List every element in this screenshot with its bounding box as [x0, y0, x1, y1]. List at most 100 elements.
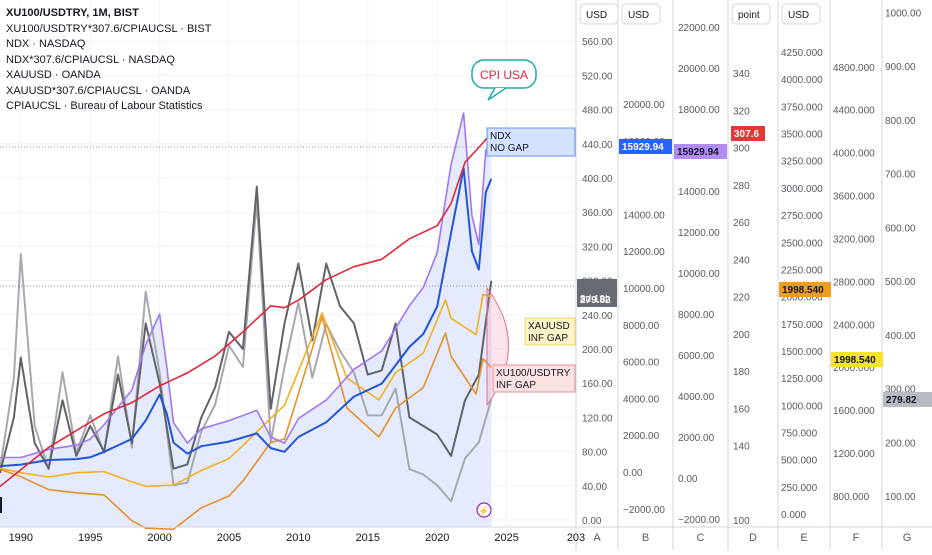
ndx-real-value-label-bg[interactable] — [674, 144, 727, 159]
price-tick-label: 1200.000 — [833, 449, 875, 460]
xu-gap-box[interactable] — [492, 364, 576, 393]
cpi-callout-pointer — [487, 87, 507, 101]
price-tick-label: 2000.000 — [781, 293, 823, 304]
legend-item[interactable]: NDX*307.6/CPIAUCSL · NASDAQ — [6, 53, 175, 66]
price-tick-label: 10000.00 — [678, 269, 720, 280]
price-tick-label: 0.00 — [623, 468, 643, 479]
xau-gap-box[interactable] — [524, 317, 576, 346]
price-tick-label: 400.00 — [885, 331, 916, 342]
scale-letter-label[interactable]: C — [697, 532, 705, 544]
price-tick-label: 4250.000 — [781, 48, 823, 59]
price-tick-label: 2000.00 — [623, 431, 660, 442]
price-tick-label: 100 — [733, 516, 750, 527]
legend-item[interactable]: XAUUSD · OANDA — [6, 69, 101, 81]
price-tick-label: 3000.000 — [781, 184, 823, 195]
scale-unit-label: USD — [628, 10, 649, 21]
price-tick-label: 2400.000 — [833, 320, 875, 331]
cpi-callout-label: CPI USA — [480, 68, 528, 82]
xau-real-value-label-bg[interactable] — [831, 352, 883, 367]
legend-item[interactable]: NDX · NASDAQ — [6, 38, 86, 50]
ndx-gap-label: NDX — [490, 131, 511, 142]
scale-letter-label[interactable]: A — [593, 532, 601, 544]
event-lightning-icon[interactable] — [476, 502, 492, 518]
price-tick-label: 0.00 — [678, 474, 698, 485]
scale-unit-label: USD — [788, 10, 809, 21]
price-tick-label: 440.00 — [582, 140, 613, 151]
legend-title[interactable]: XU100/USDTRY, 1M, BIST — [6, 7, 139, 19]
price-tick-label: 6000.00 — [623, 358, 660, 369]
price-tick-label: 8000.00 — [623, 321, 660, 332]
price-tick-label: 20000.00 — [678, 64, 720, 75]
cpi-value-label: 307.6 — [734, 129, 759, 140]
price-tick-label: −2000.00 — [623, 505, 665, 516]
price-tick-label: 3750.000 — [781, 102, 823, 113]
year-tick-label: 2025 — [494, 532, 518, 544]
cpi-value-label-bg[interactable] — [731, 126, 765, 141]
price-tick-label: 700.00 — [885, 170, 916, 181]
scale-letter-label[interactable]: D — [749, 532, 757, 544]
event-lightning-glyph: ⚡ — [478, 505, 489, 517]
price-tick-label: 280 — [733, 181, 750, 192]
price-tick-label: 160.00 — [582, 379, 613, 390]
price-tick-label: 40.00 — [582, 482, 607, 493]
ndx-gap-box[interactable] — [486, 127, 576, 157]
price-tick-label: 10000.00 — [623, 284, 665, 295]
xau-value-label-bg[interactable] — [779, 282, 831, 297]
series-line[interactable] — [0, 185, 493, 474]
price-tick-label: 3500.000 — [781, 130, 823, 141]
price-tick-label: 900.00 — [885, 62, 916, 73]
price-tick-label: 4000.00 — [678, 392, 715, 403]
ndx-value-label-bg[interactable] — [619, 139, 672, 154]
price-tick-label: 4800.000 — [833, 63, 875, 74]
left-edge-marker — [0, 497, 2, 513]
series-line[interactable] — [0, 316, 492, 531]
price-tick-label: 3200.000 — [833, 234, 875, 245]
series-line[interactable] — [0, 167, 493, 468]
scale-letter-label[interactable]: F — [853, 532, 860, 544]
scale-letter-label[interactable]: B — [642, 532, 649, 544]
scale-unit-button[interactable] — [731, 3, 771, 25]
price-tick-label: 14000.00 — [623, 210, 665, 221]
xu100-real-value-label-bg[interactable] — [883, 392, 932, 407]
price-tick-label: 500.000 — [781, 456, 818, 467]
price-tick-label: 2750.000 — [781, 211, 823, 222]
year-tick-label: 2020 — [425, 532, 449, 544]
price-tick-label: 500.00 — [885, 277, 916, 288]
xu100-real-value-label: 279.82 — [886, 395, 917, 406]
price-tick-label: 1500.000 — [781, 347, 823, 358]
legend-item[interactable]: XAUUSD*307.6/CPIAUCSL · OANDA — [6, 84, 191, 97]
price-tick-label: 250.000 — [781, 483, 818, 494]
scale-letter-label[interactable]: E — [800, 532, 807, 544]
series-line[interactable] — [0, 132, 492, 488]
scale-letter-label[interactable]: G — [903, 532, 912, 544]
price-tick-label: 100.00 — [885, 492, 916, 503]
inflation-gap-bracket — [486, 286, 509, 407]
price-tick-label: 2250.000 — [781, 265, 823, 276]
xu-gap-label: XU100/USDTRY — [496, 368, 571, 379]
series-line[interactable] — [0, 293, 492, 488]
price-tick-label: 2500.000 — [781, 238, 823, 249]
xu100-value-label-bg[interactable] — [577, 279, 617, 307]
scale-unit-button[interactable] — [621, 3, 661, 25]
price-tick-label: 180 — [733, 367, 750, 378]
price-tick-label: 2000.000 — [833, 363, 875, 374]
xau-value-label: 1998.540 — [782, 285, 824, 296]
price-tick-label: 14000.00 — [678, 187, 720, 198]
ndx-area-fill — [0, 113, 492, 527]
year-tick-label: 1995 — [78, 532, 102, 544]
xu100-countdown: 8d 19h — [580, 294, 611, 305]
scale-unit-button[interactable] — [781, 3, 821, 25]
price-tick-label: 600.00 — [885, 223, 916, 234]
price-tick-label: 200.00 — [582, 345, 613, 356]
ndx-real-value-label: 15929.94 — [677, 147, 719, 158]
price-tick-label: 220 — [733, 293, 750, 304]
ndx-gap-label: NO GAP — [490, 143, 529, 154]
legend-item[interactable]: CPIAUCSL · Bureau of Labour Statistics — [6, 100, 203, 112]
price-tick-label: 0.000 — [781, 510, 806, 521]
price-tick-label: 2000.00 — [678, 433, 715, 444]
price-tick-label: 560.00 — [582, 37, 613, 48]
legend-item[interactable]: XU100/USDTRY*307.6/CPIAUCSL · BIST — [6, 22, 212, 35]
series-line[interactable] — [0, 112, 492, 459]
